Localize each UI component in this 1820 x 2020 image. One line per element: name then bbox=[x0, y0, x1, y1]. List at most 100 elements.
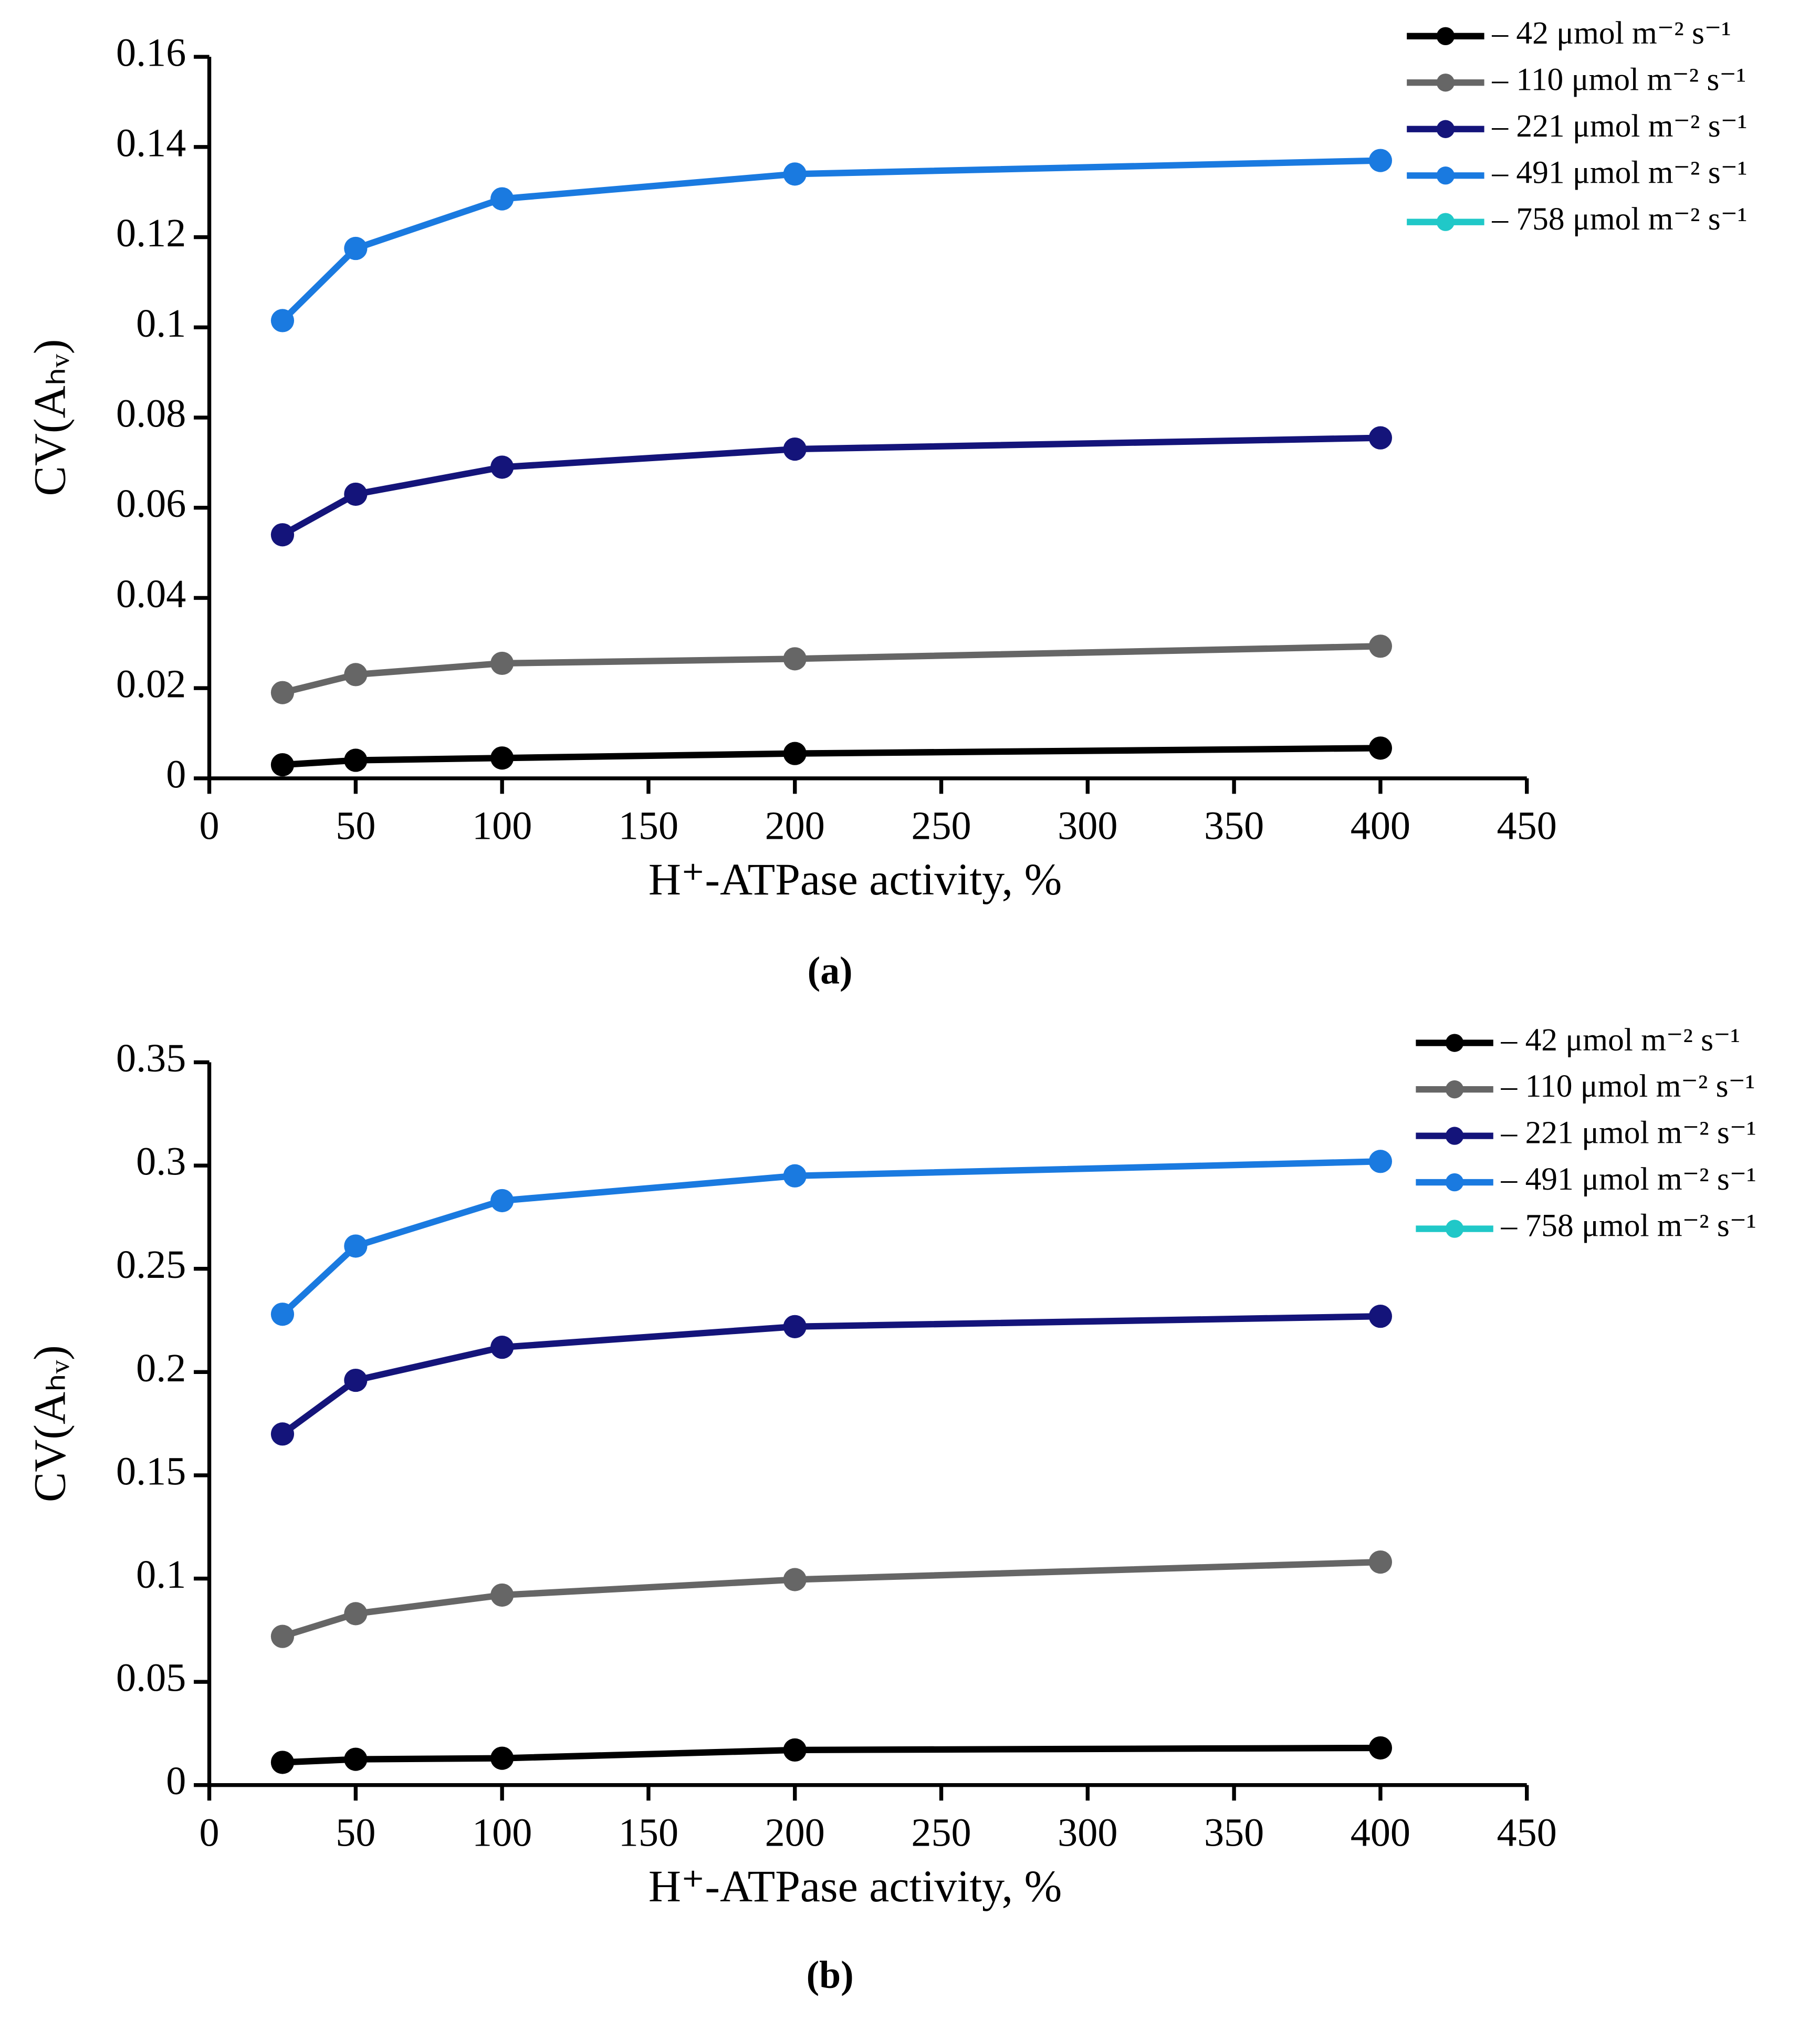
point bbox=[1368, 1736, 1393, 1760]
point bbox=[783, 1315, 807, 1338]
point bbox=[490, 746, 514, 770]
caption: (b) bbox=[807, 1953, 854, 1996]
x-tick-label: 350 bbox=[1204, 1811, 1264, 1855]
y-tick-label: 0.02 bbox=[116, 662, 186, 706]
x-tick-label: 50 bbox=[336, 804, 375, 848]
y-tick-label: 0.3 bbox=[136, 1140, 186, 1184]
y-tick-label: 0.05 bbox=[116, 1656, 186, 1700]
point bbox=[490, 455, 514, 479]
legend-label: – 491 μmol m⁻² s⁻¹ bbox=[1501, 1161, 1756, 1197]
point bbox=[344, 1602, 368, 1626]
legend-label: – 42 μmol m⁻² s⁻¹ bbox=[1491, 15, 1731, 51]
legend-label: – 110 μmol m⁻² s⁻¹ bbox=[1501, 1068, 1755, 1104]
legend-marker bbox=[1436, 213, 1455, 231]
y-axis-label: CV(Aₕᵥ) bbox=[24, 339, 75, 496]
legend-label: – 221 μmol m⁻² s⁻¹ bbox=[1501, 1115, 1756, 1151]
point bbox=[783, 1738, 807, 1762]
y-tick-label: 0 bbox=[166, 1759, 186, 1803]
x-tick-label: 250 bbox=[911, 1811, 971, 1855]
x-tick-label: 200 bbox=[765, 1811, 825, 1855]
point bbox=[344, 748, 368, 772]
x-tick-label: 450 bbox=[1497, 804, 1557, 848]
y-tick-label: 0.2 bbox=[136, 1346, 186, 1390]
series-line bbox=[281, 643, 1381, 696]
point bbox=[1368, 149, 1393, 172]
x-tick-label: 150 bbox=[619, 1811, 678, 1855]
point bbox=[344, 482, 368, 506]
point bbox=[344, 236, 368, 261]
y-tick-label: 0.14 bbox=[116, 121, 186, 165]
x-tick-label: 0 bbox=[200, 804, 219, 848]
legend-label: – 758 μmol m⁻² s⁻¹ bbox=[1491, 201, 1747, 237]
x-axis-label: H⁺-ATPase activity, % bbox=[648, 854, 1062, 904]
point bbox=[344, 1747, 368, 1771]
point bbox=[1368, 426, 1393, 450]
legend-marker bbox=[1445, 1127, 1464, 1145]
legend-label: – 42 μmol m⁻² s⁻¹ bbox=[1501, 1022, 1740, 1058]
legend-marker bbox=[1436, 27, 1455, 46]
series-line bbox=[282, 1744, 1380, 1766]
legend-label: – 110 μmol m⁻² s⁻¹ bbox=[1491, 61, 1746, 97]
point bbox=[270, 523, 295, 547]
legend-marker bbox=[1445, 1173, 1464, 1192]
point bbox=[490, 1189, 514, 1213]
y-tick-label: 0.04 bbox=[116, 572, 186, 616]
caption: (a) bbox=[808, 949, 853, 992]
legend-marker bbox=[1445, 1034, 1464, 1052]
point bbox=[1368, 634, 1393, 658]
point bbox=[490, 1583, 514, 1607]
x-tick-label: 0 bbox=[200, 1811, 219, 1855]
point bbox=[783, 437, 807, 461]
y-tick-label: 0.12 bbox=[116, 211, 186, 255]
series-line bbox=[282, 745, 1380, 768]
point bbox=[270, 1751, 295, 1774]
point bbox=[1368, 1150, 1393, 1173]
y-tick-label: 0.15 bbox=[116, 1449, 186, 1493]
y-tick-label: 0.06 bbox=[116, 482, 186, 526]
legend-label: – 758 μmol m⁻² s⁻¹ bbox=[1501, 1208, 1756, 1244]
series-line bbox=[280, 1313, 1381, 1437]
point bbox=[270, 309, 295, 332]
point bbox=[270, 1422, 295, 1446]
legend-marker bbox=[1445, 1080, 1464, 1099]
series-line bbox=[280, 157, 1381, 323]
point bbox=[783, 647, 807, 671]
x-tick-label: 50 bbox=[336, 1811, 375, 1855]
x-tick-label: 100 bbox=[472, 1811, 532, 1855]
point bbox=[490, 1336, 514, 1359]
legend-label: – 221 μmol m⁻² s⁻¹ bbox=[1491, 108, 1747, 144]
point bbox=[490, 1746, 514, 1770]
point bbox=[783, 1164, 807, 1188]
y-tick-label: 0.1 bbox=[136, 301, 186, 346]
y-axis-label: CV(Aₕᵥ) bbox=[24, 1345, 75, 1502]
x-tick-label: 150 bbox=[619, 804, 678, 848]
point bbox=[783, 162, 807, 186]
point bbox=[490, 187, 514, 211]
y-tick-label: 0.25 bbox=[116, 1243, 186, 1287]
x-axis-label: H⁺-ATPase activity, % bbox=[648, 1861, 1062, 1911]
point bbox=[783, 742, 807, 765]
x-tick-label: 300 bbox=[1058, 1811, 1117, 1855]
x-tick-label: 400 bbox=[1351, 804, 1410, 848]
y-tick-label: 0.16 bbox=[116, 31, 186, 75]
point bbox=[270, 681, 295, 704]
point bbox=[270, 1303, 295, 1326]
point bbox=[344, 1368, 368, 1392]
point bbox=[270, 1625, 295, 1648]
y-tick-label: 0 bbox=[166, 752, 186, 796]
x-tick-label: 100 bbox=[472, 804, 532, 848]
point bbox=[783, 1568, 807, 1591]
point bbox=[344, 663, 368, 686]
y-tick-label: 0.08 bbox=[116, 391, 186, 435]
x-tick-label: 450 bbox=[1497, 1811, 1557, 1855]
legend-marker bbox=[1436, 74, 1455, 92]
legend-label: – 491 μmol m⁻² s⁻¹ bbox=[1491, 154, 1747, 190]
x-tick-label: 200 bbox=[765, 804, 825, 848]
y-tick-label: 0.1 bbox=[136, 1553, 186, 1597]
series-line bbox=[280, 434, 1381, 538]
legend-marker bbox=[1445, 1220, 1464, 1238]
point bbox=[1368, 1305, 1393, 1328]
point bbox=[490, 651, 514, 675]
